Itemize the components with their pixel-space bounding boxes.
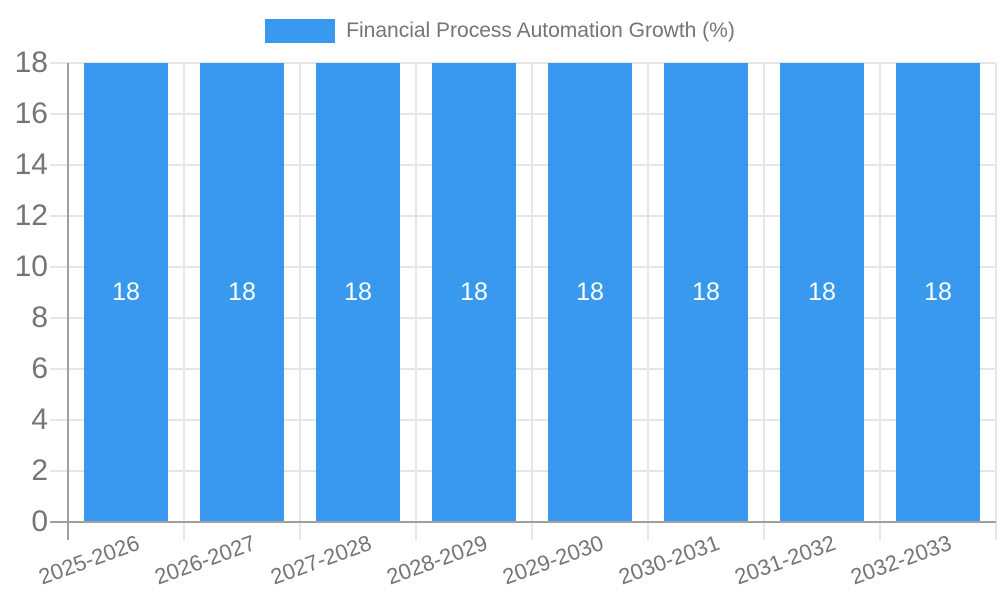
bar-value-label: 18 bbox=[692, 278, 720, 306]
y-axis-tick-label: 8 bbox=[31, 301, 48, 334]
x-axis-tick-label: 2030-2031 bbox=[615, 530, 723, 590]
y-axis-tick-label: 14 bbox=[14, 148, 48, 181]
bar: 18 bbox=[896, 63, 980, 522]
chart-legend[interactable]: Financial Process Automation Growth (%) bbox=[0, 16, 1000, 46]
y-gridline bbox=[50, 368, 996, 370]
bar-value-label: 18 bbox=[228, 278, 256, 306]
y-axis-tick-label: 0 bbox=[31, 505, 48, 538]
bar-value-label: 18 bbox=[112, 278, 140, 306]
y-axis-tick-label: 2 bbox=[31, 454, 48, 487]
bar: 18 bbox=[316, 63, 400, 522]
x-axis-tick-label: 2025-2026 bbox=[35, 530, 143, 590]
bar: 18 bbox=[200, 63, 284, 522]
bar-value-label: 18 bbox=[924, 278, 952, 306]
y-axis-tick-label: 10 bbox=[14, 250, 48, 283]
x-gridline bbox=[879, 63, 881, 540]
x-axis-tick-label: 2026-2027 bbox=[151, 530, 259, 590]
y-gridline bbox=[50, 164, 996, 166]
y-axis-tick-label: 6 bbox=[31, 352, 48, 385]
x-gridline bbox=[531, 63, 533, 540]
x-axis-line bbox=[50, 521, 996, 523]
legend-swatch bbox=[265, 19, 336, 43]
bar: 18 bbox=[432, 63, 516, 522]
bar: 18 bbox=[548, 63, 632, 522]
x-gridline bbox=[415, 63, 417, 540]
x-gridline bbox=[647, 63, 649, 540]
y-gridline bbox=[50, 62, 996, 64]
x-gridline bbox=[299, 63, 301, 540]
bar-value-label: 18 bbox=[460, 278, 488, 306]
y-axis-tick-label: 16 bbox=[14, 97, 48, 130]
y-axis-line bbox=[67, 63, 69, 540]
x-gridline bbox=[183, 63, 185, 540]
y-axis-tick-label: 4 bbox=[31, 403, 48, 436]
y-gridline bbox=[50, 215, 996, 217]
x-axis-tick-label: 2028-2029 bbox=[383, 530, 491, 590]
x-axis-tick-label: 2031-2032 bbox=[731, 530, 839, 590]
bar: 18 bbox=[664, 63, 748, 522]
y-gridline bbox=[50, 113, 996, 115]
x-axis-tick-label: 2029-2030 bbox=[499, 530, 607, 590]
x-axis-tick-label: 2032-2033 bbox=[847, 530, 955, 590]
x-gridline bbox=[763, 63, 765, 540]
x-axis-tick-label: 2027-2028 bbox=[267, 530, 375, 590]
bar: 18 bbox=[84, 63, 168, 522]
y-gridline bbox=[50, 470, 996, 472]
bar-value-label: 18 bbox=[344, 278, 372, 306]
y-axis-tick-label: 18 bbox=[14, 46, 48, 79]
bar: 18 bbox=[780, 63, 864, 522]
bar-value-label: 18 bbox=[808, 278, 836, 306]
y-gridline bbox=[50, 266, 996, 268]
y-gridline bbox=[50, 419, 996, 421]
y-axis-tick-label: 12 bbox=[14, 199, 48, 232]
x-gridline bbox=[995, 63, 997, 540]
bar-value-label: 18 bbox=[576, 278, 604, 306]
legend-label: Financial Process Automation Growth (%) bbox=[346, 19, 735, 42]
y-gridline bbox=[50, 317, 996, 319]
